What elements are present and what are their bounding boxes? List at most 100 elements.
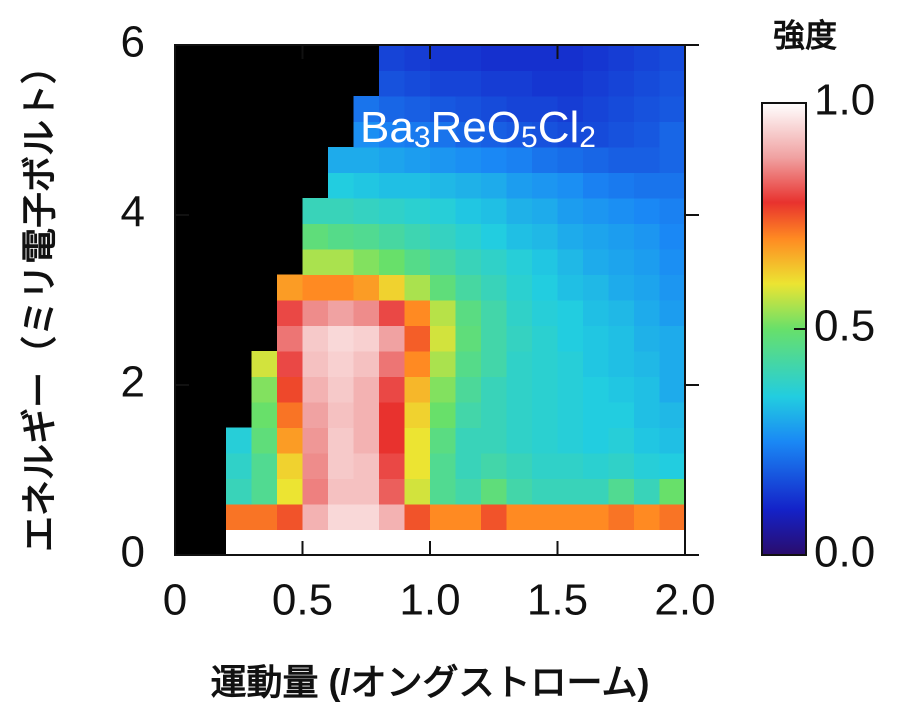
heatmap-cell bbox=[583, 325, 609, 352]
heatmap-cell bbox=[506, 529, 533, 556]
heatmap-cell bbox=[277, 427, 303, 454]
heatmap-cell bbox=[328, 453, 354, 479]
heatmap-cell bbox=[532, 172, 558, 199]
heatmap-cell bbox=[302, 351, 329, 377]
heatmap-cell bbox=[659, 274, 686, 301]
heatmap-cell bbox=[634, 351, 660, 377]
colorbar-label: 強度 bbox=[773, 17, 837, 53]
heatmap-cell bbox=[481, 453, 507, 479]
heatmap-cell bbox=[481, 478, 507, 505]
heatmap-cell bbox=[302, 529, 329, 556]
heatmap-cell bbox=[353, 325, 380, 352]
heatmap-cell bbox=[481, 249, 507, 275]
heatmap-cell bbox=[430, 325, 456, 352]
heatmap-cell bbox=[583, 249, 609, 275]
heatmap-cell bbox=[430, 427, 456, 454]
heatmap-cell bbox=[430, 504, 456, 530]
heatmap-cell bbox=[659, 96, 686, 122]
heatmap-cell bbox=[379, 453, 405, 479]
heatmap-cell bbox=[532, 249, 558, 275]
heatmap-cell bbox=[379, 45, 405, 71]
heatmap-cell bbox=[481, 427, 507, 454]
heatmap-cell bbox=[583, 147, 609, 173]
heatmap-cell bbox=[608, 147, 635, 173]
heatmap-cell bbox=[379, 249, 405, 275]
heatmap-cell bbox=[226, 504, 252, 530]
heatmap-cell bbox=[277, 300, 303, 326]
heatmap-cell bbox=[455, 504, 482, 530]
heatmap-cell bbox=[328, 376, 354, 403]
heatmap-cell bbox=[557, 300, 584, 326]
heatmap-cell bbox=[532, 427, 558, 454]
heatmap-cell bbox=[353, 121, 380, 148]
heatmap-cell bbox=[302, 478, 329, 505]
heatmap-cell bbox=[659, 45, 686, 71]
heatmap-cell bbox=[251, 376, 278, 403]
heatmap-cell bbox=[557, 325, 584, 352]
heatmap-cell bbox=[506, 70, 533, 97]
x-tick-label: 1.5 bbox=[527, 576, 588, 625]
heatmap-cell bbox=[404, 402, 431, 428]
heatmap-cell bbox=[557, 223, 584, 250]
heatmap-cell bbox=[430, 70, 456, 97]
heatmap-cell bbox=[455, 198, 482, 224]
heatmap-cell bbox=[302, 223, 329, 250]
heatmap-cell bbox=[506, 121, 533, 148]
heatmap-cell bbox=[328, 325, 354, 352]
heatmap-cell bbox=[557, 70, 584, 97]
heatmap-cell bbox=[608, 325, 635, 352]
heatmap-cell bbox=[608, 453, 635, 479]
heatmap-cell bbox=[557, 198, 584, 224]
heatmap-cell bbox=[404, 427, 431, 454]
heatmap-cell bbox=[583, 96, 609, 122]
heatmap-cell bbox=[430, 198, 456, 224]
x-axis-label: 運動量 (/オングストローム) bbox=[211, 662, 650, 703]
heatmap-cell bbox=[481, 223, 507, 250]
heatmap-cell bbox=[277, 402, 303, 428]
heatmap-cell bbox=[659, 478, 686, 505]
heatmap-cell bbox=[455, 453, 482, 479]
heatmap-cell bbox=[328, 172, 354, 199]
heatmap-cell bbox=[379, 223, 405, 250]
heatmap-cell bbox=[608, 300, 635, 326]
heatmap-cell bbox=[506, 45, 533, 71]
heatmap-cell bbox=[608, 172, 635, 199]
heatmap-cell bbox=[557, 427, 584, 454]
y-axis-label: エネルギー（ミリ電子ボルト） bbox=[19, 48, 60, 552]
heatmap-cell bbox=[583, 172, 609, 199]
heatmap-cell bbox=[430, 529, 456, 556]
heatmap-cell bbox=[481, 70, 507, 97]
heatmap-cell bbox=[634, 427, 660, 454]
heatmap-cell bbox=[608, 402, 635, 428]
heatmap-cell bbox=[379, 402, 405, 428]
heatmap-cell bbox=[455, 351, 482, 377]
heatmap-cell bbox=[659, 121, 686, 148]
x-tick-label: 0 bbox=[163, 576, 187, 625]
heatmap-cell bbox=[430, 96, 456, 122]
heatmap-cell bbox=[353, 274, 380, 301]
heatmap-cell bbox=[532, 96, 558, 122]
heatmap-cell bbox=[506, 376, 533, 403]
heatmap-cell bbox=[379, 351, 405, 377]
heatmap-cell bbox=[353, 376, 380, 403]
heatmap-cell bbox=[608, 96, 635, 122]
heatmap-cell bbox=[430, 453, 456, 479]
heatmap-cell bbox=[328, 300, 354, 326]
heatmap-cell bbox=[226, 427, 252, 454]
heatmap-cell bbox=[353, 504, 380, 530]
heatmap-cell bbox=[481, 274, 507, 301]
heatmap-cell bbox=[404, 121, 431, 148]
heatmap-cell bbox=[506, 300, 533, 326]
heatmap-cell bbox=[328, 427, 354, 454]
heatmap-cell bbox=[455, 376, 482, 403]
heatmap-cell bbox=[404, 351, 431, 377]
colorbar-tick-label: 1.0 bbox=[814, 76, 875, 125]
heatmap-cell bbox=[404, 529, 431, 556]
heatmap-cell bbox=[506, 427, 533, 454]
heatmap-cell bbox=[634, 121, 660, 148]
heatmap-cell bbox=[379, 478, 405, 505]
heatmap-cell bbox=[608, 121, 635, 148]
heatmap-cell bbox=[659, 249, 686, 275]
heatmap-cell bbox=[608, 249, 635, 275]
annotation: Ba3ReO5Cl2 bbox=[360, 103, 596, 154]
